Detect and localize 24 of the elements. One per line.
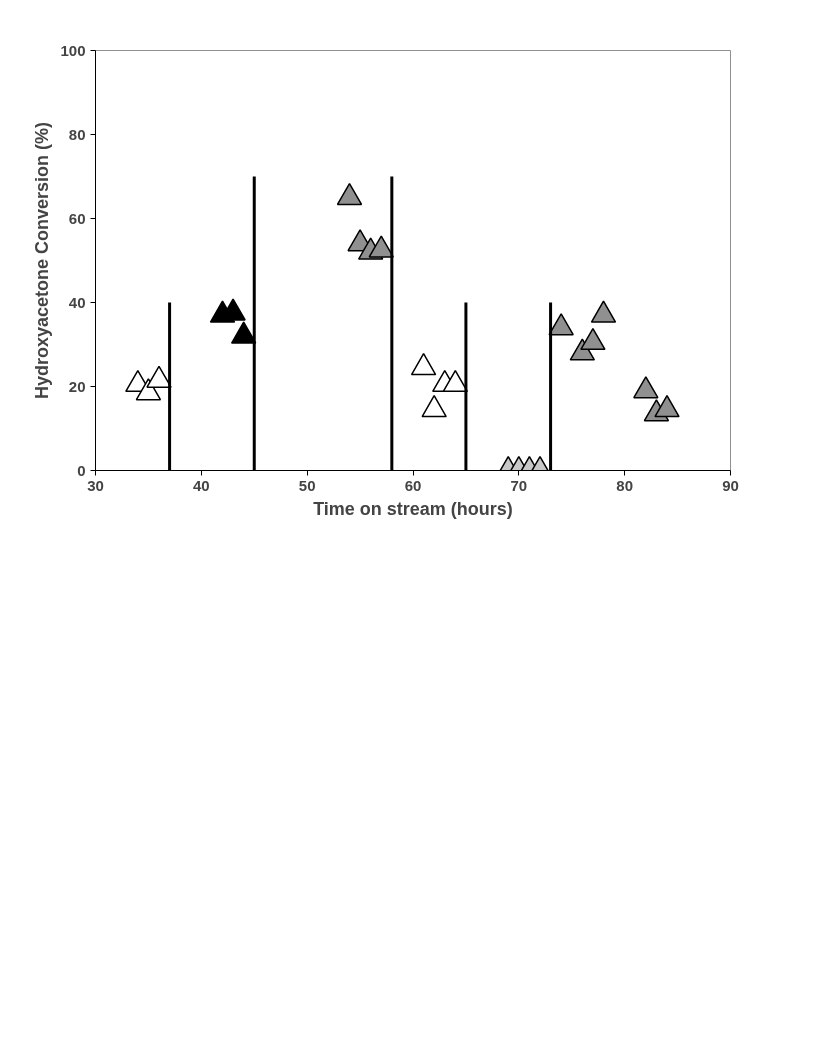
y-tick-label: 100 <box>60 41 86 59</box>
x-tick-label: 70 <box>510 476 528 494</box>
y-tick-label: 0 <box>77 461 86 479</box>
y-tick-label: 20 <box>68 377 86 395</box>
point <box>368 235 394 258</box>
x-tick-label: 60 <box>404 476 422 494</box>
y-tick-label: 80 <box>68 125 86 143</box>
x-tick-label: 90 <box>722 476 739 494</box>
x-tick-label: 40 <box>192 476 210 494</box>
x-tick-label: 50 <box>298 476 316 494</box>
x-tick-label: 80 <box>616 476 634 494</box>
y-axis-title: Hydroxyacetone Conversion (%) <box>32 121 53 400</box>
point <box>421 394 447 418</box>
point <box>336 182 363 206</box>
point <box>654 394 680 418</box>
y-tick-label: 40 <box>68 293 86 311</box>
y-tick-label: 60 <box>68 209 86 227</box>
point <box>442 369 469 393</box>
point <box>590 300 617 323</box>
point <box>410 352 437 376</box>
point <box>580 327 606 351</box>
x-axis-title: Time on stream (hours) <box>313 498 513 519</box>
point <box>633 376 659 399</box>
x-tick-label: 30 <box>87 476 104 494</box>
